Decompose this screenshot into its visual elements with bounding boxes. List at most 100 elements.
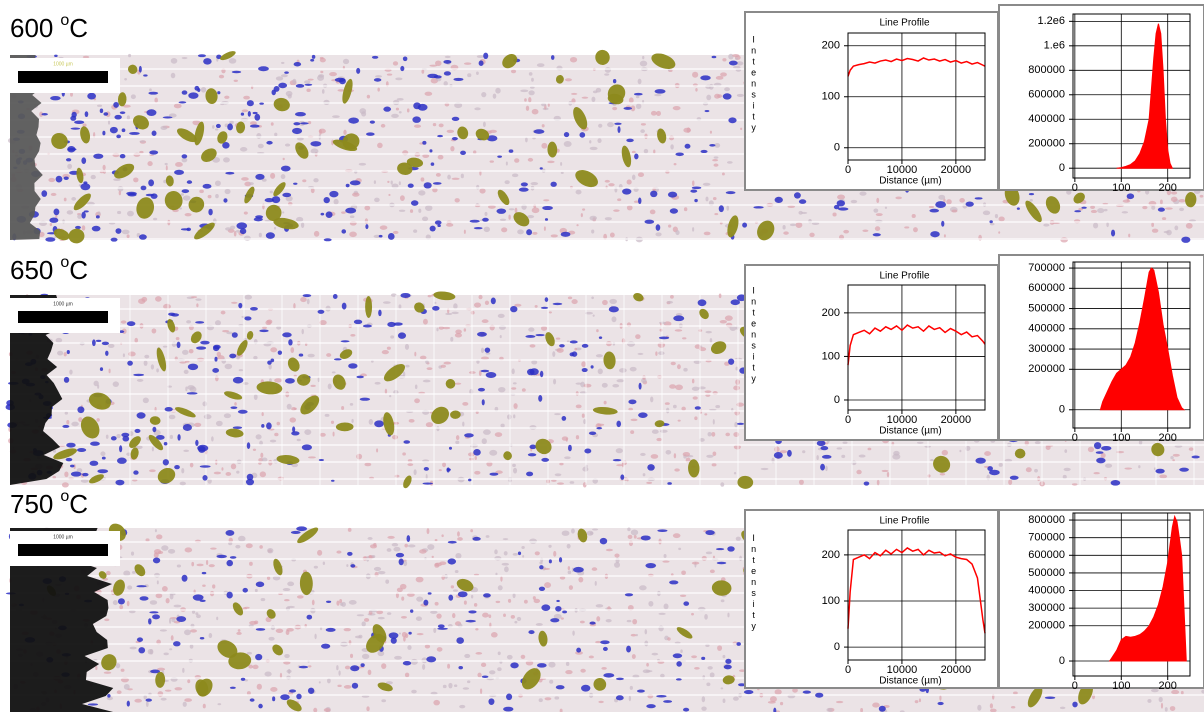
pink-speck [436, 614, 441, 619]
blue-speck [339, 78, 346, 84]
chart-title: Line Profile [879, 18, 929, 29]
pink-speck [427, 528, 430, 534]
x-tick-label: 0 [1072, 680, 1078, 692]
blue-speck [838, 207, 848, 210]
pink-speck [635, 334, 640, 339]
x-tick-label: 0 [845, 414, 851, 426]
y-tick-label: 800000 [1028, 514, 1065, 526]
blue-speck [510, 306, 517, 312]
blue-speck [129, 132, 140, 135]
pink-speck [307, 299, 310, 305]
pink-speck [456, 435, 459, 440]
pink-speck [362, 654, 369, 659]
pink-speck [156, 368, 159, 372]
pink-speck [470, 529, 473, 532]
pink-speck [1165, 707, 1168, 712]
pink-speck [133, 177, 138, 182]
pink-speck [485, 212, 488, 216]
pink-speck [191, 296, 197, 298]
pink-speck [836, 701, 843, 703]
pink-speck [511, 615, 515, 619]
pink-speck [598, 701, 603, 703]
pink-speck [841, 455, 845, 458]
pink-speck [539, 698, 543, 702]
pink-speck [951, 209, 957, 212]
pink-speck [225, 227, 231, 230]
blue-speck [700, 75, 710, 80]
pink-speck [737, 94, 744, 97]
blue-speck [550, 182, 556, 187]
blue-speck [736, 642, 740, 646]
pink-speck [582, 414, 585, 418]
pink-speck [216, 421, 223, 426]
blue-speck [250, 307, 258, 311]
blue-speck [655, 89, 666, 93]
pink-speck [660, 430, 668, 433]
pink-speck [565, 78, 572, 81]
pink-speck [171, 618, 175, 622]
blue-speck [628, 399, 636, 404]
pink-speck [287, 582, 294, 587]
blue-speck [149, 150, 158, 154]
pink-speck [209, 564, 215, 567]
pink-speck [607, 122, 614, 127]
pink-speck [816, 455, 818, 460]
blue-speck [549, 559, 552, 563]
pink-speck [131, 94, 136, 99]
pink-speck [323, 561, 325, 565]
pink-speck [187, 679, 190, 683]
pink-speck [117, 211, 121, 214]
pink-speck [1034, 469, 1038, 473]
blue-speck [634, 153, 638, 159]
pink-speck [596, 329, 599, 332]
pink-speck [693, 396, 698, 399]
blue-speck [412, 116, 421, 123]
pink-speck [268, 637, 274, 641]
blue-speck [966, 201, 974, 206]
blue-speck [989, 220, 992, 223]
pink-speck [710, 570, 715, 574]
blue-speck [1072, 702, 1077, 708]
blue-speck [258, 66, 269, 71]
pink-speck [455, 383, 461, 385]
pink-speck [439, 469, 442, 471]
pink-speck [799, 479, 804, 484]
pink-speck [319, 681, 321, 683]
pink-speck [283, 588, 291, 591]
blue-speck [468, 610, 476, 613]
pink-speck [339, 599, 342, 603]
blue-speck [1010, 476, 1019, 480]
blue-speck [318, 310, 325, 314]
blue-speck [284, 71, 289, 74]
pink-speck [436, 173, 441, 177]
pink-speck [415, 384, 418, 389]
pink-speck [265, 320, 271, 325]
pink-speck [217, 352, 221, 357]
pink-speck [528, 158, 533, 162]
pink-speck [527, 215, 534, 218]
pink-speck [714, 156, 719, 158]
pink-speck [605, 217, 612, 220]
y-tick-label: 1.2e6 [1037, 15, 1065, 27]
pink-speck [496, 601, 501, 603]
pink-speck [163, 652, 169, 655]
blue-speck [603, 647, 608, 651]
pink-speck [259, 545, 263, 549]
pink-speck [149, 469, 156, 472]
pink-speck [100, 451, 105, 456]
pink-speck [435, 60, 441, 66]
pink-speck [215, 320, 221, 325]
pink-speck [455, 441, 459, 444]
blue-speck [163, 459, 169, 465]
pink-speck [733, 696, 739, 700]
pink-speck [712, 451, 716, 456]
blue-speck [152, 614, 160, 619]
pink-speck [570, 481, 575, 484]
blue-speck [541, 307, 548, 309]
pink-speck [256, 434, 262, 439]
pink-speck [639, 585, 647, 590]
pink-speck [650, 209, 656, 214]
pink-speck [190, 629, 197, 632]
pink-speck [612, 107, 617, 110]
pink-speck [913, 227, 918, 232]
